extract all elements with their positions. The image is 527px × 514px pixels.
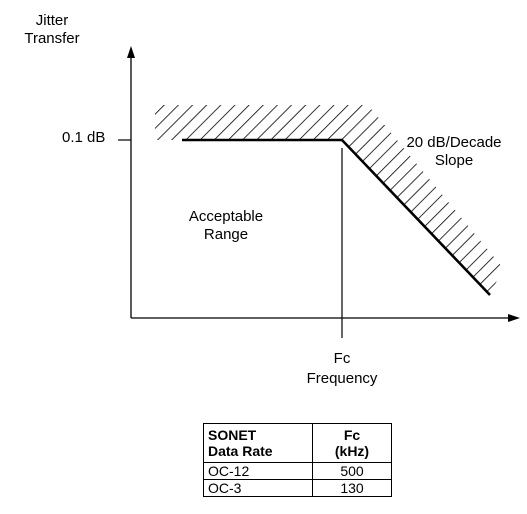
cell-fc: 500 [312, 462, 392, 480]
x-axis-label: Frequency [306, 370, 378, 387]
level-label: 0.1 dB [62, 129, 106, 146]
region-label-line2: Range [203, 226, 249, 243]
slope-label: 20 dB/Decade Slope [392, 134, 516, 170]
y-axis-label-line2: Transfer [24, 30, 80, 47]
y-axis-label: Jitter Transfer [22, 12, 82, 48]
header-data-rate-line2: Data Rate [208, 443, 273, 459]
slope-label-line1: 20 dB/Decade [406, 134, 502, 151]
y-axis-arrowhead [127, 46, 135, 58]
limit-curve [182, 138, 491, 296]
header-data-rate-line1: SONET [208, 427, 257, 443]
header-fc: Fc (kHz) [312, 423, 392, 463]
cell-rate: OC-3 [203, 479, 313, 497]
cell-rate: OC-12 [203, 462, 313, 480]
hatched-limit-band [155, 105, 503, 295]
slope-label-line2: Slope [434, 152, 474, 169]
table-row: OC-12 500 [203, 462, 392, 480]
table-header-row: SONET Data Rate Fc (kHz) [203, 423, 392, 463]
y-axis-label-line1: Jitter [35, 12, 69, 29]
x-axis-arrowhead [508, 314, 520, 322]
header-fc-line2: (kHz) [334, 443, 370, 459]
table-row: OC-3 130 [203, 479, 392, 497]
header-data-rate: SONET Data Rate [203, 423, 313, 463]
header-fc-line1: Fc [343, 427, 361, 443]
region-label: Acceptable Range [176, 208, 276, 244]
sonet-rate-table: SONET Data Rate Fc (kHz) OC-12 500 OC-3 … [203, 423, 392, 497]
region-label-line1: Acceptable [188, 208, 264, 225]
corner-frequency-label: Fc [333, 350, 351, 367]
cell-fc: 130 [312, 479, 392, 497]
